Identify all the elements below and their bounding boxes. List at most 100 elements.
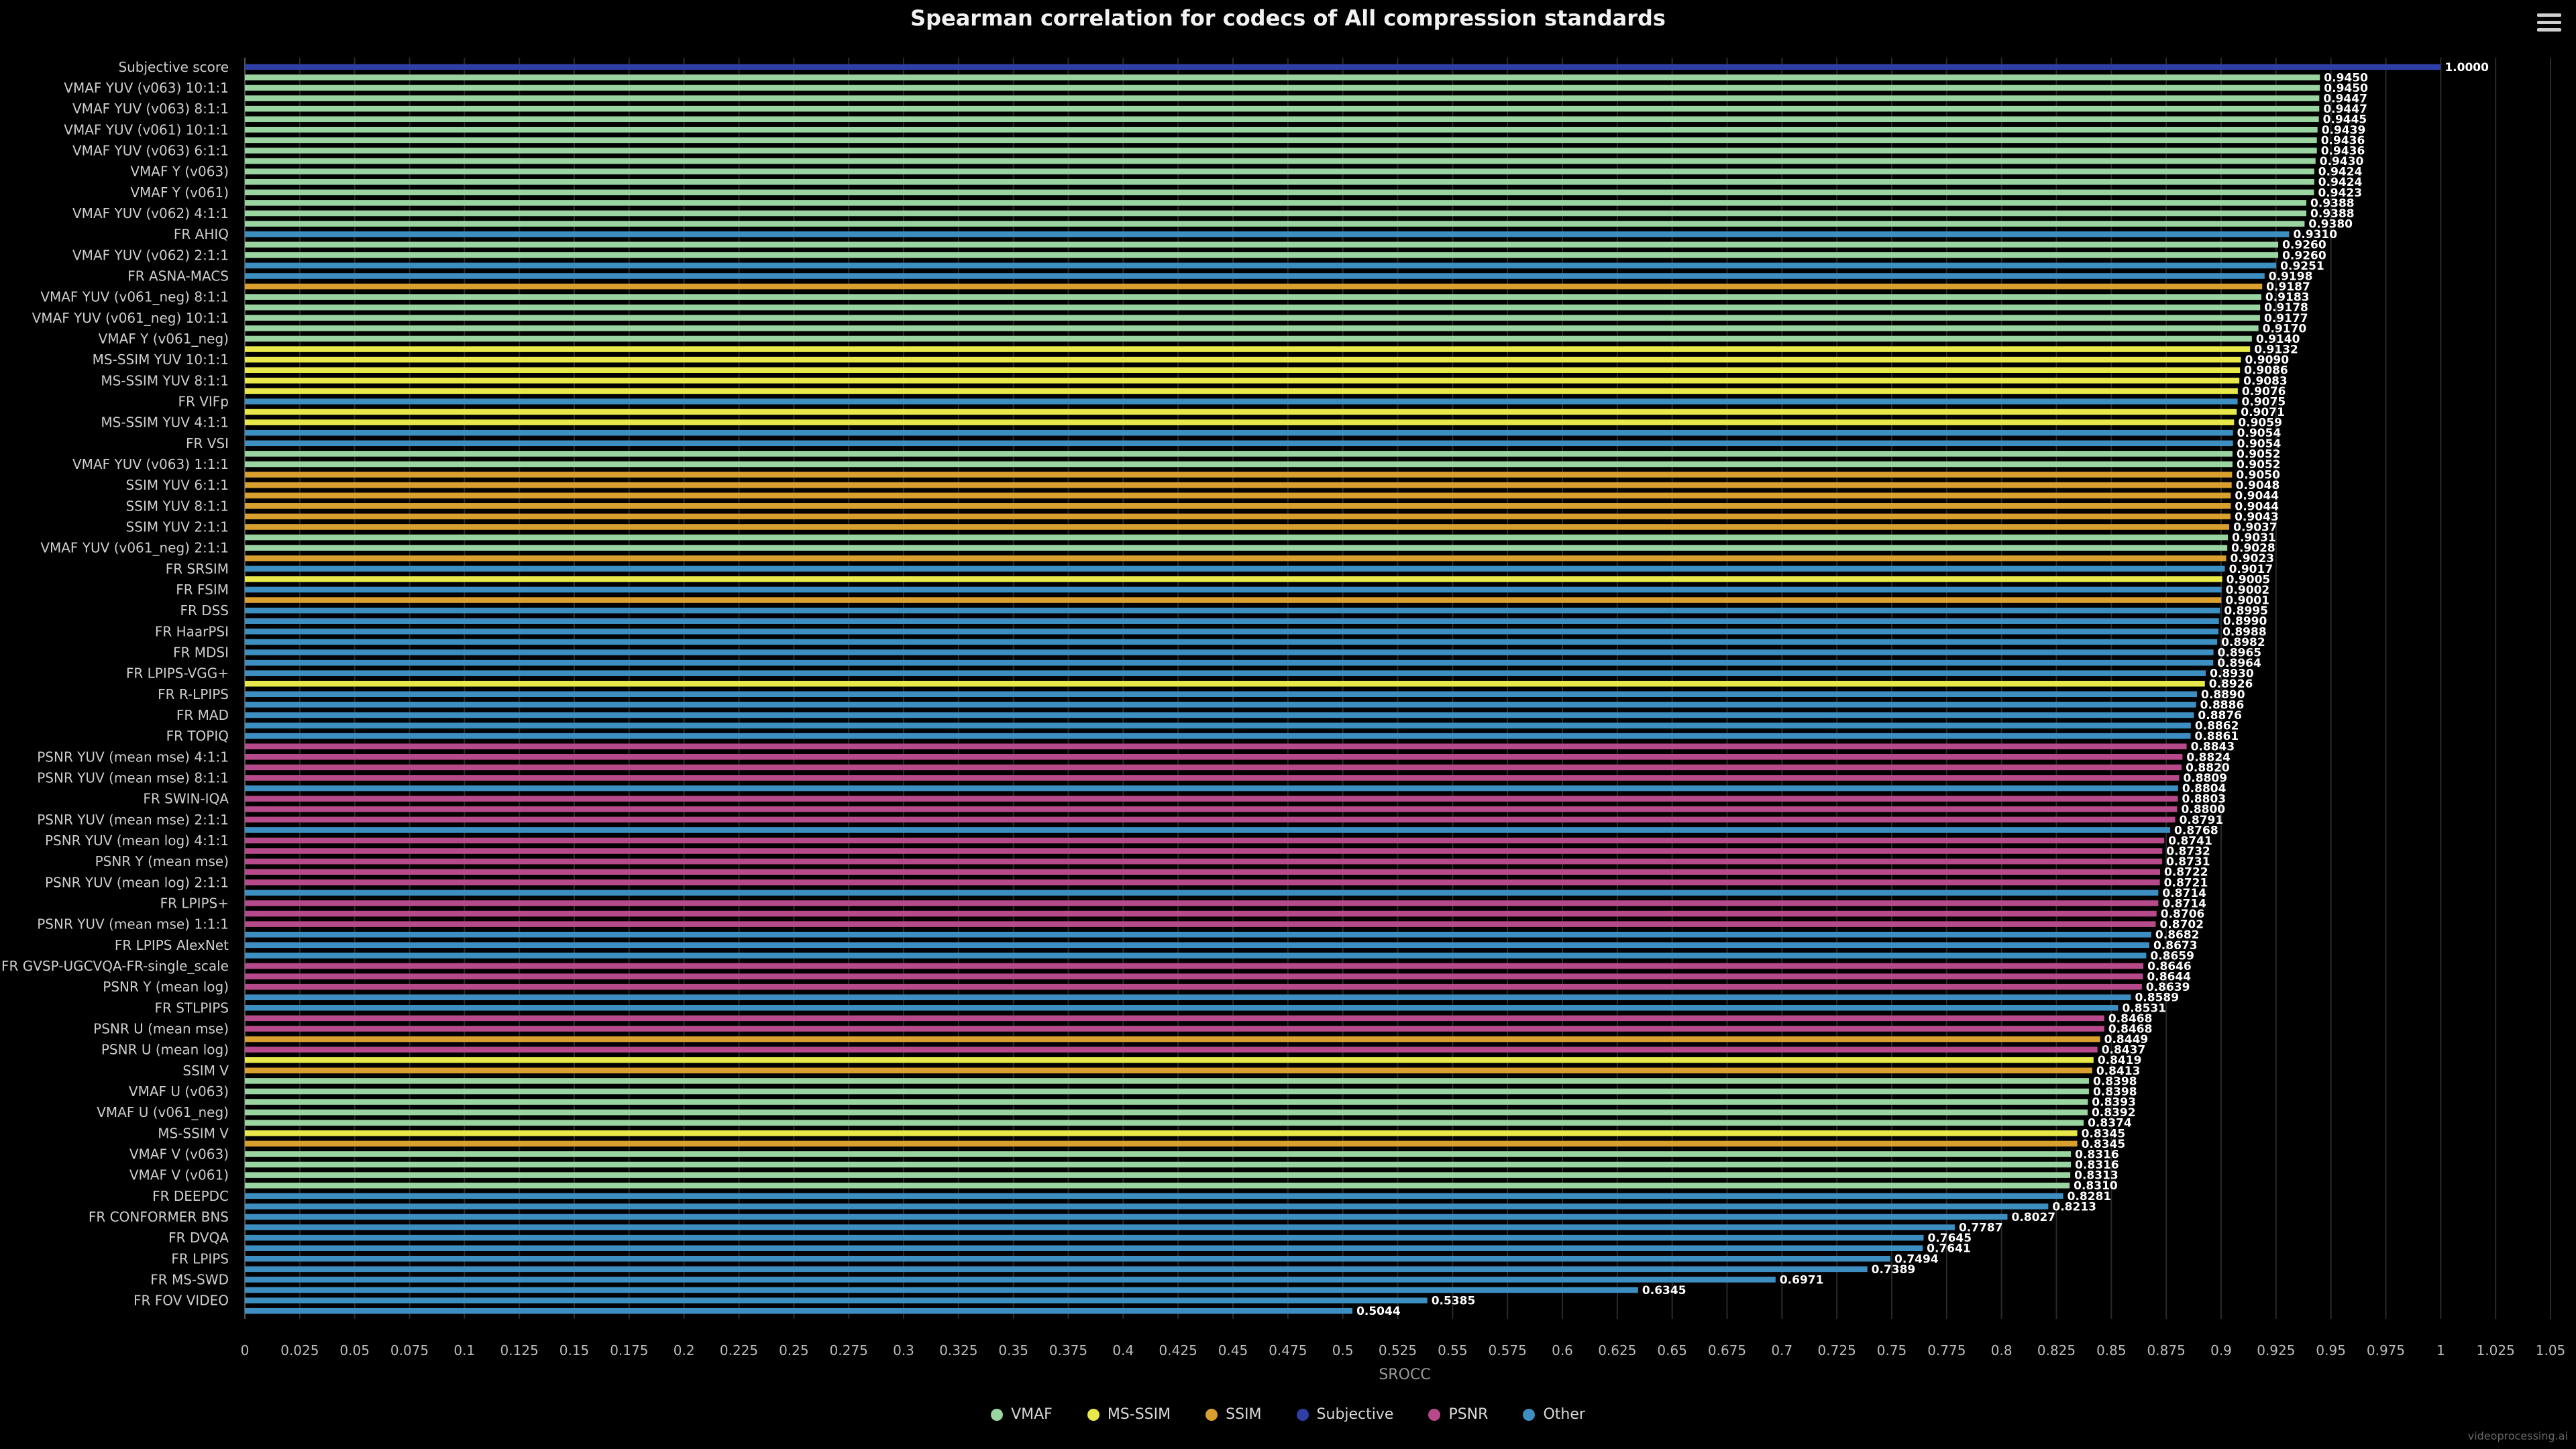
bar[interactable] xyxy=(245,712,2194,718)
bar[interactable] xyxy=(245,973,2143,979)
bar[interactable] xyxy=(245,64,2441,70)
bar[interactable] xyxy=(245,168,2314,174)
bar[interactable] xyxy=(245,398,2238,405)
bar[interactable] xyxy=(245,105,2320,112)
bar[interactable] xyxy=(245,200,2307,206)
bar[interactable] xyxy=(245,1088,2089,1095)
bar[interactable] xyxy=(245,1161,2072,1168)
bar[interactable] xyxy=(245,1099,2088,1105)
bar[interactable] xyxy=(245,429,2233,436)
bar[interactable] xyxy=(245,388,2238,394)
bar[interactable] xyxy=(245,210,2307,217)
bar[interactable] xyxy=(245,335,2252,342)
chart-menu-button[interactable] xyxy=(2534,9,2564,36)
bar[interactable] xyxy=(245,942,2149,949)
bar[interactable] xyxy=(245,262,2277,269)
bar[interactable] xyxy=(245,1172,2071,1178)
bar[interactable] xyxy=(245,1057,2094,1063)
bar[interactable] xyxy=(245,1203,2049,1210)
bar[interactable] xyxy=(245,806,2178,812)
bar[interactable] xyxy=(245,649,2214,655)
bar[interactable] xyxy=(245,858,2162,865)
bar[interactable] xyxy=(245,1277,1776,1283)
bar[interactable] xyxy=(245,1193,2063,1199)
bar[interactable] xyxy=(245,178,2314,185)
bar[interactable] xyxy=(245,1120,2084,1126)
bar[interactable] xyxy=(245,848,2163,854)
bar[interactable] xyxy=(245,231,2290,237)
bar[interactable] xyxy=(245,1245,1923,1251)
bar[interactable] xyxy=(245,1036,2100,1042)
bar[interactable] xyxy=(245,1015,2104,1022)
bar[interactable] xyxy=(245,127,2318,133)
bar[interactable] xyxy=(245,691,2197,698)
bar[interactable] xyxy=(245,733,2191,739)
bar[interactable] xyxy=(245,1078,2089,1084)
bar[interactable] xyxy=(245,900,2159,906)
bar[interactable] xyxy=(245,1005,2118,1011)
bar[interactable] xyxy=(245,869,2161,875)
bar[interactable] xyxy=(245,702,2196,708)
bar[interactable] xyxy=(245,482,2232,488)
bar[interactable] xyxy=(245,1307,1353,1314)
legend-item[interactable]: Subjective xyxy=(1296,1406,1393,1423)
bar[interactable] xyxy=(245,378,2240,384)
bar[interactable] xyxy=(245,325,2259,331)
bar[interactable] xyxy=(245,158,2316,164)
bar[interactable] xyxy=(245,754,2183,760)
bar[interactable] xyxy=(245,921,2156,927)
bar[interactable] xyxy=(245,315,2260,321)
bar[interactable] xyxy=(245,513,2231,520)
bar[interactable] xyxy=(245,1256,1891,1262)
legend-item[interactable]: VMAF xyxy=(991,1406,1053,1423)
bar[interactable] xyxy=(245,221,2305,227)
bar[interactable] xyxy=(245,953,2147,959)
bar[interactable] xyxy=(245,85,2320,91)
bar[interactable] xyxy=(245,931,2151,938)
bar[interactable] xyxy=(245,241,2279,248)
legend-item[interactable]: MS-SSIM xyxy=(1087,1406,1171,1423)
bar[interactable] xyxy=(245,346,2251,352)
bar[interactable] xyxy=(245,586,2222,593)
bar[interactable] xyxy=(245,910,2157,917)
bar[interactable] xyxy=(245,639,2218,645)
bar[interactable] xyxy=(245,1287,1638,1293)
bar[interactable] xyxy=(245,1234,1924,1241)
bar[interactable] xyxy=(245,607,2220,614)
bar[interactable] xyxy=(245,1266,1868,1273)
bar[interactable] xyxy=(245,837,2165,844)
bar[interactable] xyxy=(245,1182,2070,1189)
bar[interactable] xyxy=(245,273,2265,279)
bar[interactable] xyxy=(245,252,2279,258)
bar[interactable] xyxy=(245,879,2160,885)
bar[interactable] xyxy=(245,1151,2072,1157)
bar[interactable] xyxy=(245,461,2233,468)
bar[interactable] xyxy=(245,597,2222,603)
bar[interactable] xyxy=(245,116,2319,122)
bar[interactable] xyxy=(245,451,2233,457)
bar[interactable] xyxy=(245,1026,2104,1032)
bar[interactable] xyxy=(245,419,2235,425)
bar[interactable] xyxy=(245,1109,2088,1116)
bar[interactable] xyxy=(245,722,2191,729)
bar[interactable] xyxy=(245,524,2230,530)
bar[interactable] xyxy=(245,618,2219,624)
bar[interactable] xyxy=(245,796,2178,802)
bar[interactable] xyxy=(245,545,2228,551)
bar[interactable] xyxy=(245,95,2320,101)
bar[interactable] xyxy=(245,503,2231,509)
bar[interactable] xyxy=(245,1130,2078,1136)
bar[interactable] xyxy=(245,566,2225,572)
bar[interactable] xyxy=(245,1067,2092,1074)
bar[interactable] xyxy=(245,74,2320,80)
bar[interactable] xyxy=(245,743,2187,749)
bar[interactable] xyxy=(245,137,2317,144)
bar[interactable] xyxy=(245,148,2317,154)
bar[interactable] xyxy=(245,983,2142,990)
bar[interactable] xyxy=(245,816,2176,823)
bar[interactable] xyxy=(245,659,2214,666)
bar[interactable] xyxy=(245,785,2178,792)
bar[interactable] xyxy=(245,963,2144,969)
bar[interactable] xyxy=(245,1046,2098,1053)
legend-item[interactable]: SSIM xyxy=(1205,1406,1262,1423)
